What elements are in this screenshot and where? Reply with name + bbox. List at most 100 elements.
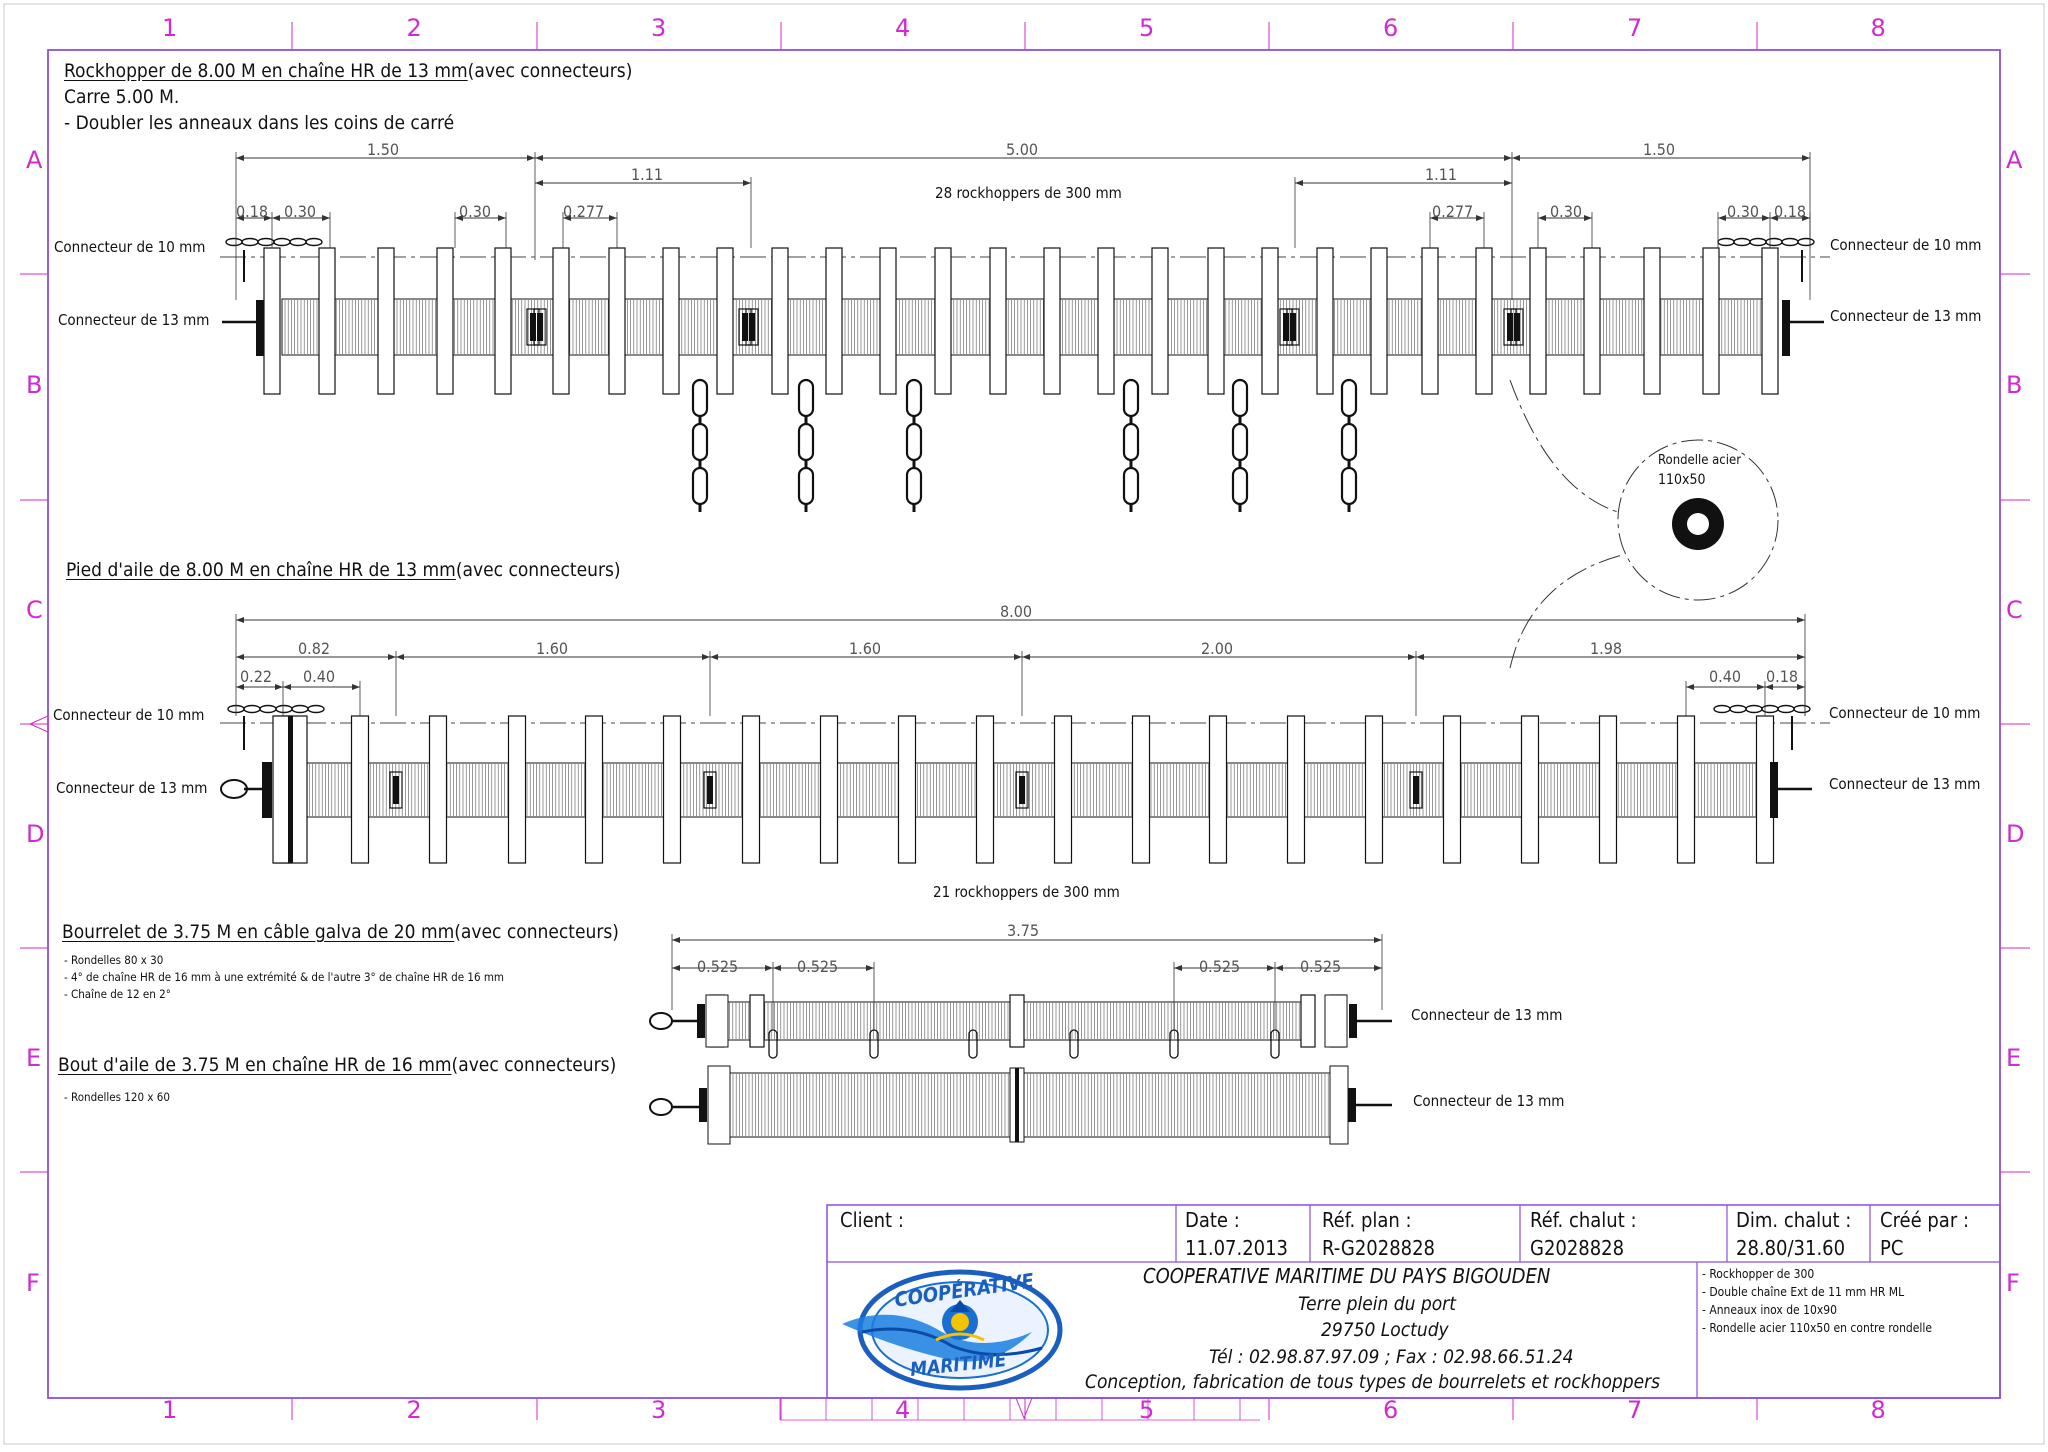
tb-date-label: Date :: [1185, 1208, 1240, 1232]
rockhopper-disc: [749, 994, 765, 1048]
dimension-arrow: [1765, 684, 1773, 690]
chain-link: [1781, 237, 1799, 247]
rockhopper-disc: [428, 715, 448, 864]
dimension-arrow: [672, 937, 680, 943]
rockhopper-disc: [1676, 715, 1696, 864]
dimension-arrow: [1512, 155, 1520, 161]
section3-note-1: - Rondelles 80 x 30: [64, 953, 164, 967]
dimension-arrow: [1174, 965, 1182, 971]
s1-dim-0-277-left: 0.277: [563, 202, 605, 221]
rockhopper-disc: [1131, 715, 1151, 864]
chain-link: [305, 237, 323, 247]
rockhopper-disc: [771, 247, 789, 395]
end-plate: [1348, 1088, 1356, 1122]
hanging-chain: [1231, 378, 1249, 512]
s1-dim-0-277-right: 0.277: [1432, 202, 1474, 221]
dimension-arrow: [236, 654, 244, 660]
grid-column-label: 3: [651, 14, 667, 42]
s1-dim-0-30-c: 0.30: [1550, 202, 1583, 221]
cooperative-logo: COOPÉRATIVE MARITIME: [832, 1262, 1068, 1392]
rockhopper-disc: [436, 247, 454, 395]
tb-ref-chalut-label: Réf. chalut :: [1530, 1208, 1637, 1232]
detail-circle: [1617, 439, 1779, 601]
s2-connector-10-right: Connecteur de 10 mm: [1829, 704, 1981, 722]
end-disc-core: [288, 716, 293, 863]
chain-link: [1749, 237, 1767, 247]
drop-chain-link: [968, 1029, 978, 1059]
rockhopper-disc: [1043, 247, 1061, 395]
grid-column-label: 4: [895, 1396, 911, 1424]
section1-line-1: Carre 5.00 M.: [64, 86, 180, 108]
dimension-arrow: [1295, 180, 1303, 186]
chain-link: [1733, 237, 1751, 247]
rockhopper-disc: [662, 247, 680, 395]
hanging-chain: [1122, 378, 1140, 512]
hanging-chain: [1340, 378, 1358, 512]
s1-dim-0-18-left: 0.18: [236, 202, 269, 221]
chain-link: [225, 237, 243, 247]
s2-rockhoppers-count: 21 rockhoppers de 300 mm: [933, 883, 1120, 901]
rockhopper-disc: [934, 247, 952, 395]
end-plate: [699, 1088, 707, 1122]
rockhopper-assembly-8m: [220, 152, 1830, 512]
rockhopper-disc: [1421, 247, 1439, 395]
grid-column-label: 2: [406, 1396, 422, 1424]
section4-title: Bout d'aile de 3.75 M en chaîne HR de 16…: [58, 1054, 617, 1076]
dimension-arrow: [1430, 215, 1438, 221]
grid-row-label: F: [2006, 1269, 2020, 1297]
dimension-arrow: [264, 215, 272, 221]
dimension-arrow: [272, 215, 280, 221]
dimension-arrow: [322, 215, 330, 221]
chain-link: [1765, 237, 1783, 247]
dimension-arrow: [455, 215, 463, 221]
rockhopper-disc: [263, 247, 281, 395]
hanging-chain: [797, 378, 815, 512]
section1-title: Rockhopper de 8.00 M en chaîne HR de 13 …: [64, 60, 633, 82]
dimension-arrow: [236, 617, 244, 623]
chain-link: [273, 237, 291, 247]
end-plate: [256, 300, 264, 356]
grid-column-label: 5: [1139, 14, 1155, 42]
s4-connector-13: Connecteur de 13 mm: [1413, 1092, 1565, 1110]
rockhopper-disc: [1529, 247, 1547, 395]
dimension-arrow: [388, 654, 396, 660]
end-plate: [697, 1004, 705, 1038]
washer-detail: [1509, 379, 1779, 669]
hanging-chain: [905, 378, 923, 512]
tb-ref-plan-label: Réf. plan :: [1322, 1208, 1412, 1232]
s2-connector-10-left: Connecteur de 10 mm: [53, 706, 205, 724]
grid-column-label: 2: [406, 14, 422, 42]
s3-dim-0-525-c: 0.525: [1199, 957, 1241, 976]
s2-dim-8-00: 8.00: [1000, 602, 1033, 621]
s1-dim-1-50-right: 1.50: [1643, 140, 1676, 159]
dimension-arrow: [396, 654, 404, 660]
dimension-arrow: [773, 965, 781, 971]
rockhopper-disc: [1598, 715, 1618, 864]
dimension-arrow: [1770, 215, 1778, 221]
s2-connector-13-right: Connecteur de 13 mm: [1829, 775, 1981, 793]
ring-connector: [1409, 771, 1423, 809]
rockhopper-disc: [1364, 715, 1384, 864]
dimension-arrow: [1476, 215, 1484, 221]
dimension-arrow: [236, 155, 244, 161]
grid-column-label: 1: [162, 1396, 178, 1424]
chain-link: [307, 704, 325, 714]
grid-row-label: B: [26, 371, 43, 399]
rockhopper-disc: [1286, 715, 1306, 864]
dimension-arrow: [236, 684, 244, 690]
grid-row-label: D: [2006, 820, 2025, 848]
wing-end-assembly-3-75m: [649, 1065, 1392, 1145]
rockhopper-disc: [989, 247, 1007, 395]
s3-dim-0-525-b: 0.525: [797, 957, 839, 976]
s3-dim-0-525-d: 0.525: [1300, 957, 1342, 976]
end-disc: [707, 1065, 731, 1145]
tb-address-1: Terre plein du port: [1298, 1293, 1456, 1315]
grid-row-label: C: [26, 596, 43, 624]
rockhopper-disc: [1208, 715, 1228, 864]
tb-ref-plan-value: R-G2028828: [1322, 1236, 1435, 1260]
rockhopper-disc: [1442, 715, 1462, 864]
rockhopper-disc: [552, 247, 570, 395]
rockhopper-disc: [897, 715, 917, 864]
tb-client-label: Client :: [840, 1208, 904, 1232]
